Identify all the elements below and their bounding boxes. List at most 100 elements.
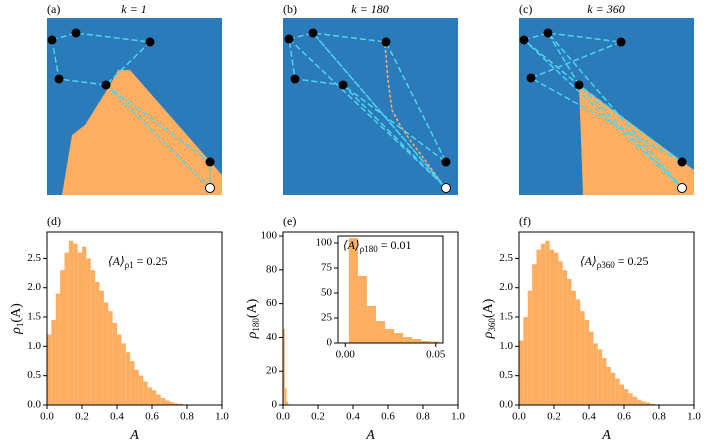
panel-label: (e)	[283, 214, 296, 228]
x-tick-label: 0.4	[346, 411, 360, 423]
points	[519, 28, 687, 167]
x-tick-label: 0.8	[652, 411, 666, 423]
path	[105, 84, 211, 190]
x-tick-label: 1.0	[451, 411, 465, 423]
bar	[562, 270, 568, 405]
bar	[567, 278, 572, 405]
label-suffix: = 0.01	[378, 238, 412, 252]
x-tick-label: 0.8	[416, 411, 430, 423]
bar	[615, 378, 620, 405]
bar	[527, 290, 533, 405]
axes-frame	[46, 231, 223, 406]
bar	[430, 341, 440, 343]
y-tick-label: 0.5	[499, 369, 513, 381]
x-tick-label: 0.6	[381, 411, 395, 423]
bar	[99, 290, 104, 405]
x-tick-label: 0.4	[582, 411, 596, 423]
bar	[584, 319, 589, 405]
bar	[130, 361, 135, 405]
bar	[169, 402, 174, 405]
axes-frame	[282, 231, 459, 406]
x-tick-label: 0.2	[75, 411, 89, 423]
label: ρ360(A)	[481, 298, 497, 339]
label: ⟨A⟩ρ180 = 0.01	[343, 238, 411, 254]
bar	[632, 396, 638, 405]
points	[284, 28, 451, 167]
x-axis-label: A	[601, 428, 611, 441]
label-subscript: ρ360	[597, 260, 615, 270]
bar	[619, 384, 624, 405]
panel-title: k = 360	[587, 2, 624, 16]
bar	[60, 270, 65, 405]
y-tick-label: 0	[327, 337, 333, 349]
bar	[90, 270, 96, 405]
x-tick-label: 1.0	[687, 411, 701, 423]
y-tick-label: 80	[266, 263, 278, 275]
label-suffix: (A)	[481, 298, 496, 318]
label-suffix: = 0.25	[615, 254, 649, 268]
label: ρ1(A)	[9, 303, 25, 335]
bar	[95, 281, 100, 405]
y-tick-label: 2.0	[499, 281, 513, 293]
points	[47, 28, 215, 167]
panel-title: k = 180	[351, 2, 388, 16]
x-tick-label: 0.6	[617, 411, 631, 423]
bar	[86, 258, 91, 405]
bar	[589, 331, 594, 405]
x-tick-label: 0.00	[336, 349, 356, 361]
bar	[178, 403, 183, 405]
bar	[73, 243, 78, 405]
panel-label: (d)	[47, 214, 61, 228]
y-tick-label: 40	[266, 331, 278, 343]
x-tick-label: 1.0	[215, 411, 229, 423]
panel-c: (c) k = 360	[519, 2, 694, 195]
region	[62, 70, 222, 195]
bar	[138, 375, 144, 405]
start-point	[205, 183, 215, 193]
bar	[580, 311, 585, 405]
bar	[165, 400, 170, 405]
bar	[645, 402, 651, 405]
bar	[637, 399, 642, 405]
label-subscript: 360	[487, 318, 497, 332]
x-tick-label: 0.0	[40, 411, 54, 423]
y-tick-label: 100	[261, 230, 278, 242]
bar	[68, 240, 74, 405]
y-tick-label: 75	[321, 262, 333, 274]
bar	[597, 349, 603, 405]
y-tick-label: 0.0	[27, 399, 41, 411]
y-tick-label: 2.5	[499, 252, 513, 264]
label-main: ⟨A⟩	[108, 254, 125, 268]
label: ⟨A⟩ρ1 = 0.25	[108, 254, 167, 270]
x-axis-label: A	[365, 428, 375, 441]
x-tick-label: 0.05	[426, 349, 446, 361]
region	[384, 44, 447, 191]
label: ρ180(A)	[245, 298, 261, 339]
bar	[412, 339, 422, 343]
bar	[47, 334, 52, 405]
label-suffix: (A)	[9, 303, 24, 323]
bar	[348, 238, 358, 343]
panel-label: (c)	[519, 2, 532, 16]
bar	[357, 276, 367, 343]
bar	[117, 334, 122, 405]
bar	[121, 343, 126, 405]
panel-title: k = 1	[121, 2, 146, 16]
bar	[540, 243, 546, 405]
bar	[103, 302, 109, 405]
start-point	[441, 183, 451, 193]
y-tick-label: 1.5	[27, 311, 41, 323]
bar	[147, 387, 152, 405]
bar	[545, 240, 550, 405]
y-tick-label: 1.5	[499, 311, 513, 323]
label-subscript: ρ1	[125, 260, 134, 270]
y-tick-label: 1.0	[499, 340, 513, 352]
bar	[403, 337, 413, 343]
bar	[173, 403, 179, 405]
bar	[624, 389, 629, 405]
bar	[519, 340, 524, 405]
bar	[641, 401, 646, 405]
bar	[82, 246, 87, 405]
bar	[575, 299, 581, 405]
label-main: ⟨A⟩	[343, 238, 360, 252]
